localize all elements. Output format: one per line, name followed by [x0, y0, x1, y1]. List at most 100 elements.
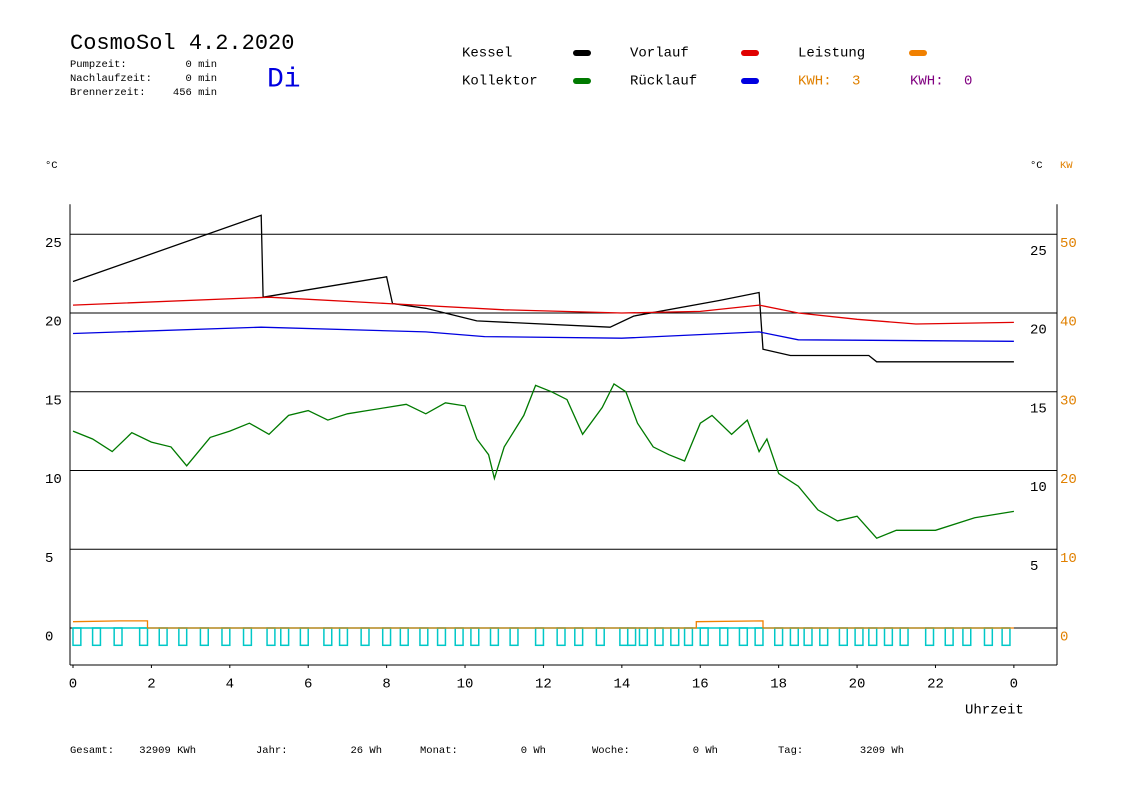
pump-pulse — [221, 627, 231, 647]
pump-pulse — [819, 627, 829, 647]
pump-pulse — [178, 627, 188, 647]
total-value: 32909 KWh — [139, 745, 196, 757]
y-unit: °C — [45, 160, 58, 172]
total-label: Jahr: — [256, 745, 288, 757]
total-value: 0 Wh — [521, 745, 546, 757]
y2-tick-label: 10 — [1060, 551, 1077, 567]
stat-value: 456 min — [173, 87, 217, 99]
series-line — [72, 296, 1014, 325]
pump-pulse — [619, 627, 629, 647]
pump-pulse — [399, 627, 409, 647]
pump-pulse — [72, 627, 82, 647]
x-tick-label: 4 — [226, 677, 234, 693]
pump-pulse — [962, 627, 972, 647]
y-tick-label: 15 — [45, 393, 62, 409]
pump-pulse — [534, 627, 545, 647]
pump-pulse — [509, 627, 519, 647]
kwh-label: KWH: — [910, 74, 944, 90]
pump-pulse — [789, 627, 800, 647]
y2-tick-label: 20 — [1060, 472, 1077, 488]
series-line — [72, 620, 1014, 629]
right-celsius-tick-label: 20 — [1030, 323, 1047, 339]
pump-pulse — [158, 627, 168, 647]
pump-pulse — [419, 627, 429, 647]
pump-pulse — [1001, 627, 1011, 647]
pump-pulse — [280, 627, 290, 647]
pump-pulse — [754, 627, 764, 647]
x-tick-label: 20 — [849, 677, 866, 693]
pump-pulse — [626, 627, 637, 647]
x-tick-label: 16 — [692, 677, 709, 693]
y-tick-label: 5 — [45, 551, 53, 567]
pump-pulse — [470, 627, 480, 647]
pump-pulse — [138, 627, 149, 647]
pump-pulse — [683, 627, 694, 647]
x-tick-label: 0 — [69, 677, 77, 693]
y-tick-label: 20 — [45, 315, 62, 331]
y2-tick-label: 50 — [1060, 236, 1077, 252]
kwh-label: KWH: — [798, 74, 832, 90]
pump-pulse — [454, 627, 464, 647]
pump-pulse — [803, 627, 813, 647]
x-tick-label: 6 — [304, 677, 312, 693]
total-value: 3209 Wh — [860, 745, 904, 757]
pump-pulse — [944, 627, 954, 647]
y-tick-label: 25 — [45, 236, 62, 252]
pump-pulse — [199, 627, 210, 647]
pump-pulse — [556, 627, 566, 647]
x-tick-label: 2 — [147, 677, 155, 693]
y2-tick-label: 0 — [1060, 630, 1068, 646]
y-tick-label: 10 — [45, 472, 62, 488]
legend-label: Kollektor — [462, 74, 538, 90]
pump-pulse — [266, 627, 276, 647]
pump-pulse — [924, 627, 935, 647]
x-axis-label: Uhrzeit — [965, 703, 1024, 719]
stat-value: 0 min — [185, 73, 217, 85]
stat-label: Nachlaufzeit: — [70, 73, 152, 85]
pump-pulse — [899, 627, 909, 647]
total-label: Gesamt: — [70, 745, 114, 757]
pump-pulse — [91, 627, 102, 647]
kwh-value: 3 — [852, 74, 860, 90]
series-line — [72, 326, 1014, 342]
x-tick-label: 8 — [382, 677, 390, 693]
x-tick-label: 0 — [1010, 677, 1018, 693]
pump-pulse — [738, 627, 749, 647]
pump-pulse — [323, 627, 333, 647]
pump-pulse — [113, 627, 123, 647]
pump-pulse — [868, 627, 878, 647]
pump-pulse — [436, 627, 447, 647]
pump-pulse — [699, 627, 709, 647]
right-celsius-tick-label: 15 — [1030, 401, 1047, 417]
pump-pulse — [719, 627, 729, 647]
y2-tick-label: 30 — [1060, 393, 1077, 409]
x-tick-label: 18 — [770, 677, 787, 693]
pump-pulse — [574, 627, 584, 647]
legend-label: Vorlauf — [630, 46, 689, 62]
pump-pulse — [654, 627, 664, 647]
total-value: 0 Wh — [693, 745, 718, 757]
pump-pulse — [773, 627, 784, 647]
pump-pulse — [360, 627, 370, 647]
pump-pulse — [883, 627, 894, 647]
x-tick-label: 14 — [613, 677, 630, 693]
x-tick-label: 10 — [457, 677, 474, 693]
weekday: Di — [267, 64, 301, 95]
y-tick-label: 0 — [45, 630, 53, 646]
x-tick-label: 22 — [927, 677, 944, 693]
stat-value: 0 min — [185, 59, 217, 71]
total-value: 26 Wh — [350, 745, 382, 757]
pump-pulse — [338, 627, 349, 647]
kwh-value: 0 — [964, 74, 972, 90]
pump-pulse — [838, 627, 849, 647]
legend-label: Leistung — [798, 46, 865, 62]
y2-tick-label: 40 — [1060, 315, 1077, 331]
series-line — [72, 382, 1015, 539]
stat-label: Brennerzeit: — [70, 87, 146, 99]
total-label: Woche: — [592, 745, 630, 757]
x-tick-label: 12 — [535, 677, 552, 693]
pump-pulse — [854, 627, 864, 647]
pump-pulse — [638, 627, 649, 647]
